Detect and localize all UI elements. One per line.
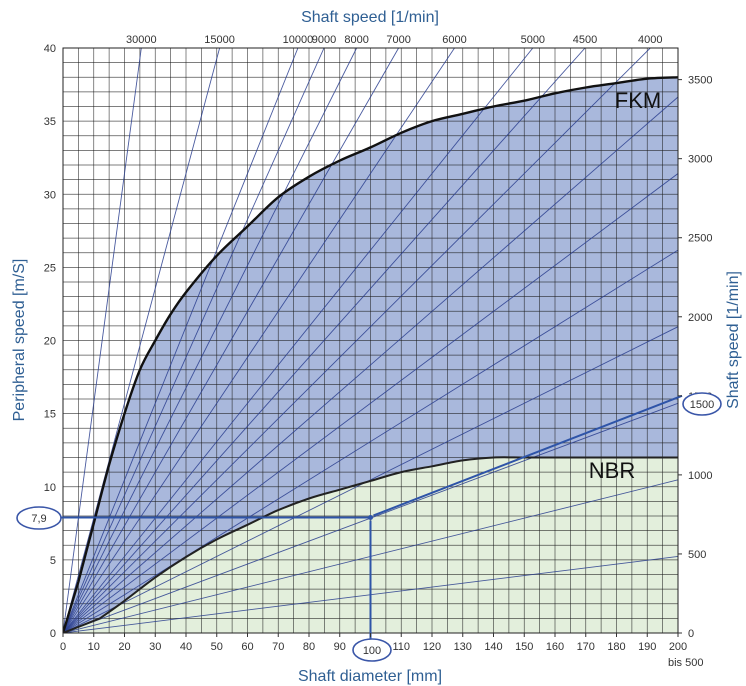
- x-extra-label: bis 500: [668, 657, 703, 669]
- callout-peripheral-speed: 7,9: [16, 506, 62, 530]
- rpm-line: [63, 96, 678, 633]
- svg-text:100: 100: [363, 645, 381, 657]
- callout-speed-rpm: 1500: [682, 392, 722, 416]
- x-tick-label: 140: [484, 641, 502, 653]
- rpm-line: [63, 48, 651, 633]
- top-axis-title: Shaft speed [1/min]: [301, 9, 439, 26]
- top-tick-label: 7000: [386, 34, 410, 46]
- top-tick-label: 30000: [126, 34, 157, 46]
- top-tick-label: 9000: [312, 34, 336, 46]
- x-tick-label: 130: [454, 641, 472, 653]
- x-tick-label: 190: [638, 641, 656, 653]
- rpm-line: [63, 48, 221, 633]
- x-tick-label: 0: [60, 641, 66, 653]
- right-tick-label: 2500: [688, 233, 712, 245]
- x-axis-title: Shaft diameter [mm]: [298, 668, 442, 685]
- fkm-boundary-line: [63, 76, 678, 633]
- y-tick-label: 15: [44, 409, 56, 421]
- x-tick-label: 30: [149, 641, 161, 653]
- callout-diameter: 100: [352, 638, 392, 662]
- fkm-label: FKM: [615, 88, 661, 113]
- y-axis-title: Peripheral speed [m/S]: [11, 259, 28, 422]
- top-tick-label: 4000: [638, 34, 662, 46]
- x-tick-label: 70: [272, 641, 284, 653]
- y-axis-ticks: 0 5 10 15 20 25 30 35 40: [44, 43, 56, 640]
- x-tick-label: 90: [334, 641, 346, 653]
- rpm-line: [63, 48, 586, 633]
- rpm-line: [63, 48, 142, 633]
- right-tick-label: 3000: [688, 154, 712, 166]
- y-tick-label: 25: [44, 262, 56, 274]
- y-tick-label: 5: [50, 555, 56, 567]
- x-tick-label: 150: [515, 641, 533, 653]
- rpm-line: [63, 48, 299, 633]
- y-tick-label: 20: [44, 336, 56, 348]
- rpm-line: [63, 326, 678, 633]
- x-tick-label: 20: [118, 641, 130, 653]
- right-tick-label: 0: [688, 628, 694, 640]
- x-tick-label: 120: [423, 641, 441, 653]
- y-tick-label: 0: [50, 628, 56, 640]
- rpm-line: [63, 48, 325, 633]
- y-tick-label: 35: [44, 116, 56, 128]
- top-tick-label: 10000: [283, 34, 314, 46]
- x-axis-ticks: 0102030405060708090100110120130140150160…: [60, 633, 687, 653]
- nbr-boundary-line: [63, 456, 678, 633]
- y-tick-label: 30: [44, 189, 56, 201]
- right-tick-label: 500: [688, 549, 706, 561]
- rpm-line: [63, 48, 399, 633]
- x-tick-label: 60: [241, 641, 253, 653]
- x-tick-label: 170: [577, 641, 595, 653]
- top-tick-label: 4500: [573, 34, 597, 46]
- example-reading: [61, 394, 683, 639]
- right-axis-title: Shaft speed [1/min]: [725, 271, 742, 409]
- svg-text:7,9: 7,9: [31, 513, 46, 525]
- y-tick-label: 40: [44, 43, 56, 55]
- rpm-line: [63, 48, 358, 633]
- nbr-label: NBR: [589, 458, 635, 483]
- x-tick-label: 180: [607, 641, 625, 653]
- x-tick-label: 200: [669, 641, 687, 653]
- rpm-line: [63, 48, 534, 633]
- top-tick-label: 8000: [344, 34, 368, 46]
- right-tick-label: 1000: [688, 470, 712, 482]
- x-tick-label: 80: [303, 641, 315, 653]
- right-axis-ticks: 0 500 1000 1500 2000 2500 3000 3500: [678, 75, 712, 640]
- top-tick-label: 15000: [204, 34, 235, 46]
- x-tick-label: 110: [392, 641, 410, 653]
- x-tick-label: 50: [211, 641, 223, 653]
- rpm-line: [63, 173, 678, 633]
- example-point: [368, 514, 373, 520]
- x-tick-label: 40: [180, 641, 192, 653]
- right-tick-label: 3500: [688, 75, 712, 87]
- rpm-line: [63, 48, 455, 633]
- right-tick-label: 2000: [688, 312, 712, 324]
- x-tick-label: 160: [546, 641, 564, 653]
- top-tick-label: 5000: [521, 34, 545, 46]
- example-rpm-line: [373, 394, 683, 517]
- x-tick-label: 10: [88, 641, 100, 653]
- svg-text:1500: 1500: [690, 399, 714, 411]
- y-tick-label: 10: [44, 482, 56, 494]
- top-tick-label: 6000: [442, 34, 466, 46]
